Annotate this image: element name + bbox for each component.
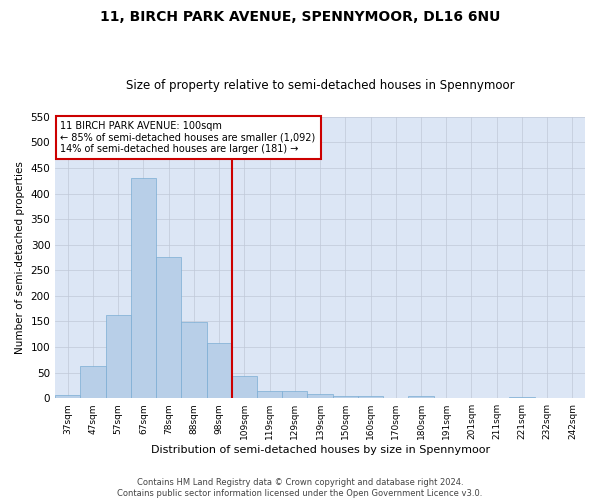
Bar xyxy=(332,396,358,398)
Bar xyxy=(181,322,206,398)
Text: 11, BIRCH PARK AVENUE, SPENNYMOOR, DL16 6NU: 11, BIRCH PARK AVENUE, SPENNYMOOR, DL16 … xyxy=(100,10,500,24)
Bar xyxy=(80,366,106,398)
Title: Size of property relative to semi-detached houses in Spennymoor: Size of property relative to semi-detach… xyxy=(126,79,514,92)
Bar xyxy=(156,257,181,398)
Bar xyxy=(232,376,257,398)
Bar xyxy=(131,178,156,398)
Text: 11 BIRCH PARK AVENUE: 100sqm
← 85% of semi-detached houses are smaller (1,092)
1: 11 BIRCH PARK AVENUE: 100sqm ← 85% of se… xyxy=(61,121,316,154)
X-axis label: Distribution of semi-detached houses by size in Spennymoor: Distribution of semi-detached houses by … xyxy=(151,445,490,455)
Bar xyxy=(509,397,535,398)
Bar xyxy=(55,394,80,398)
Bar xyxy=(409,396,434,398)
Y-axis label: Number of semi-detached properties: Number of semi-detached properties xyxy=(15,161,25,354)
Bar xyxy=(307,394,332,398)
Bar xyxy=(257,391,282,398)
Bar xyxy=(206,344,232,398)
Text: Contains HM Land Registry data © Crown copyright and database right 2024.
Contai: Contains HM Land Registry data © Crown c… xyxy=(118,478,482,498)
Bar xyxy=(282,391,307,398)
Bar xyxy=(106,315,131,398)
Bar xyxy=(358,396,383,398)
